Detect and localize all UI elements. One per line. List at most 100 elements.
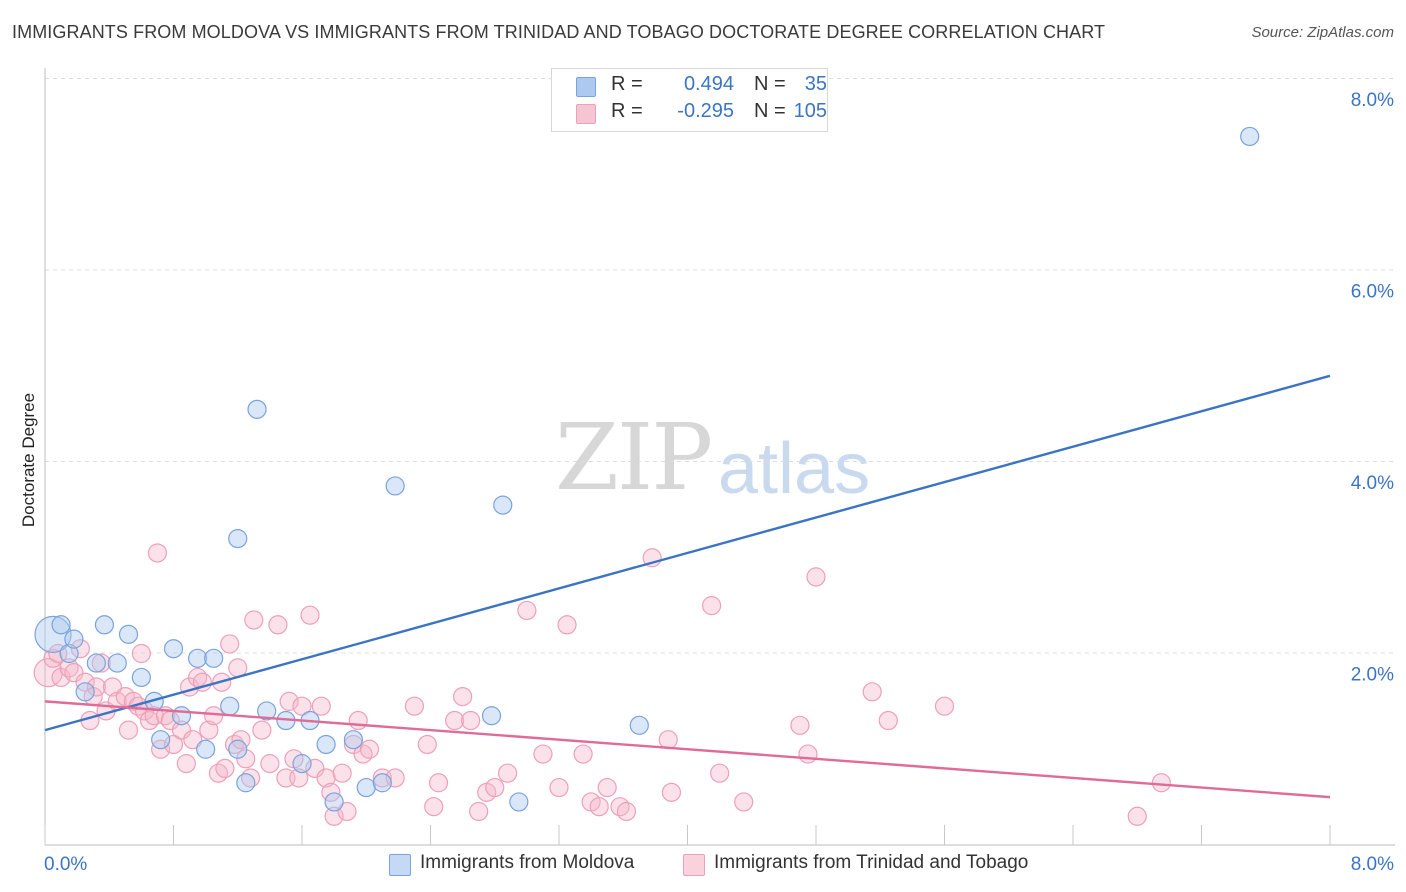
trinidad-point bbox=[91, 653, 111, 673]
trinidad-point bbox=[661, 782, 682, 802]
watermark-zip: ZIP bbox=[555, 404, 713, 511]
moldova-point bbox=[163, 639, 184, 659]
y-tick-label: 6.0% bbox=[1351, 282, 1394, 303]
source-credit: Source: ZipAtlas.com bbox=[1251, 24, 1394, 41]
moldova-point bbox=[629, 715, 649, 735]
moldova-point bbox=[34, 615, 72, 653]
moldova-point bbox=[356, 777, 376, 798]
trinidad-point bbox=[348, 710, 368, 731]
trinidad-point bbox=[1127, 806, 1147, 826]
trinidad-point bbox=[533, 744, 553, 764]
legend-r-value: -0.295 bbox=[677, 100, 734, 122]
trinidad-point bbox=[424, 797, 444, 817]
trinidad-trend-line bbox=[44, 700, 1331, 799]
moldova-point bbox=[257, 701, 277, 721]
trinidad-point bbox=[385, 768, 405, 788]
trinidad-point bbox=[279, 691, 299, 711]
correlation-legend: R = 0.494 N = 35 R = -0.295 N = 105 bbox=[551, 68, 828, 132]
moldova-point bbox=[324, 792, 344, 812]
trinidad-point bbox=[292, 696, 312, 716]
trinidad-point bbox=[183, 730, 203, 750]
legend-n-label: N = bbox=[754, 100, 786, 122]
trinidad-point bbox=[220, 634, 240, 654]
trinidad-point bbox=[300, 605, 320, 625]
moldova-point bbox=[481, 706, 502, 726]
legend-n-value: 105 bbox=[793, 100, 827, 122]
trinidad-point bbox=[236, 749, 256, 769]
trinidad-point bbox=[33, 658, 63, 688]
moldova-point bbox=[131, 667, 151, 688]
watermark-atlas: atlas bbox=[718, 429, 871, 509]
moldova-point bbox=[316, 734, 336, 755]
moldova-point bbox=[343, 730, 363, 750]
moldova-trend-line bbox=[44, 374, 1331, 732]
moldova-point bbox=[94, 615, 115, 635]
trinidad-point bbox=[734, 792, 754, 812]
trinidad-point bbox=[1151, 773, 1171, 793]
trinidad-point bbox=[862, 682, 882, 702]
trinidad-point bbox=[428, 773, 449, 793]
legend-n-label: N = bbox=[754, 73, 786, 95]
trinidad-point bbox=[461, 710, 481, 731]
trinidad-point bbox=[517, 600, 537, 621]
trinidad-point bbox=[359, 739, 380, 759]
trinidad-point bbox=[176, 754, 196, 774]
moldova-point bbox=[220, 696, 240, 716]
moldova-point bbox=[292, 754, 312, 774]
moldova-point bbox=[385, 476, 405, 496]
y-tick-label: 8.0% bbox=[1351, 90, 1394, 111]
trinidad-point bbox=[485, 777, 505, 798]
trinidad-point bbox=[147, 543, 168, 563]
legend-r-label: R = bbox=[611, 100, 643, 122]
legend-n-value: 35 bbox=[804, 73, 827, 95]
moldova-point bbox=[118, 624, 139, 644]
moldova-point bbox=[75, 682, 95, 702]
trinidad-point bbox=[453, 686, 473, 707]
trinidad-point bbox=[268, 615, 288, 635]
trinidad-point bbox=[790, 715, 810, 735]
trinidad-point bbox=[337, 801, 357, 822]
moldova-point bbox=[151, 730, 171, 750]
trinidad-point bbox=[252, 720, 272, 740]
moldova-point bbox=[247, 399, 267, 419]
moldova-point bbox=[187, 648, 208, 668]
x-tick-label: 0.0% bbox=[44, 854, 87, 875]
moldova-point bbox=[509, 792, 529, 812]
moldova-point bbox=[1240, 126, 1260, 147]
trinidad-point bbox=[573, 744, 593, 764]
moldova-point bbox=[236, 773, 256, 793]
trinidad-point bbox=[710, 763, 730, 783]
trinidad-point bbox=[798, 744, 818, 764]
trinidad-point bbox=[163, 734, 184, 755]
moldova-point bbox=[171, 706, 192, 726]
moldova-point bbox=[228, 528, 248, 549]
x-tick-label: 8.0% bbox=[1351, 854, 1394, 875]
legend-r-value: 0.494 bbox=[683, 73, 734, 95]
trinidad-point bbox=[118, 720, 139, 740]
y-tick-label: 2.0% bbox=[1351, 665, 1394, 686]
trinidad-point bbox=[48, 643, 68, 664]
moldova-point bbox=[372, 773, 392, 793]
y-tick-label: 4.0% bbox=[1351, 473, 1394, 494]
trinidad-point bbox=[260, 754, 280, 774]
trinidad-point bbox=[204, 706, 224, 726]
trinidad-point bbox=[616, 801, 637, 822]
trinidad-point bbox=[324, 806, 344, 826]
trinidad-point bbox=[658, 730, 678, 750]
legend-swatch-trinidad bbox=[683, 854, 705, 876]
trinidad-point bbox=[701, 596, 722, 616]
legend-r-label: R = bbox=[611, 73, 643, 95]
trinidad-point bbox=[102, 677, 123, 697]
trinidad-point bbox=[597, 777, 617, 798]
trinidad-point bbox=[404, 696, 425, 716]
trinidad-point bbox=[444, 710, 465, 731]
trinidad-point bbox=[311, 696, 331, 716]
moldova-point bbox=[107, 653, 127, 673]
moldova-point bbox=[86, 653, 107, 673]
moldova-point bbox=[196, 739, 216, 759]
moldova-point bbox=[51, 615, 71, 635]
trinidad-point bbox=[417, 734, 437, 755]
trinidad-point bbox=[498, 763, 518, 783]
trinidad-point bbox=[70, 639, 90, 659]
